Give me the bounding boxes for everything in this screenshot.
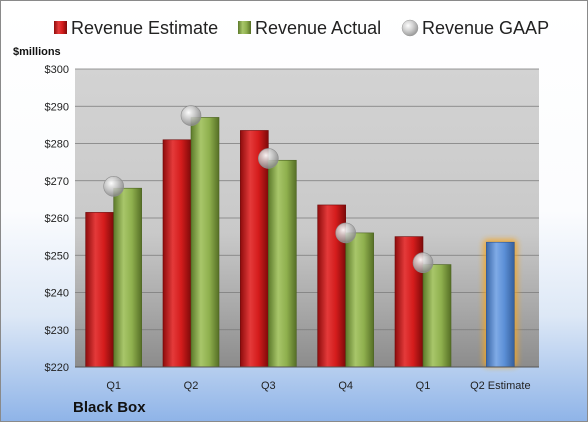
bar-future-estimate[interactable] [486,241,515,368]
x-tick-label: Q2 [184,380,199,392]
y-tick-label: $290 [45,101,69,113]
gaap-markers [103,105,434,274]
bar-estimate[interactable] [394,236,424,368]
legend-item-estimate[interactable]: Revenue Estimate [54,18,218,38]
legend-item-actual[interactable]: Revenue Actual [238,18,381,38]
legend-label-actual: Revenue Actual [255,18,381,38]
gaap-marker[interactable] [412,252,434,274]
gaap-marker[interactable] [180,105,202,126]
y-axis-unit-label: $millions [13,46,61,58]
y-tick-label: $260 [45,213,69,225]
bar-actual[interactable] [422,264,452,368]
y-tick-label: $230 [45,325,69,337]
bar-actual[interactable] [268,159,297,368]
y-tick-label: $250 [45,250,69,262]
bar-actual[interactable] [345,232,374,368]
x-tick-label: Q2 Estimate [470,380,531,392]
y-tick-label: $240 [45,288,69,300]
legend: Revenue Estimate Revenue Actual Revenue … [54,18,549,38]
legend-item-gaap[interactable]: Revenue GAAP [401,18,549,38]
gaap-marker[interactable] [258,148,279,169]
x-axis-ticks: Q1 Q2 Q3 Q4 Q1 Q2 Estimate [106,380,530,392]
bar-actual[interactable] [113,187,142,368]
y-tick-label: $300 [45,64,69,76]
bar-actual[interactable] [190,117,220,368]
y-tick-label: $220 [45,362,69,374]
gaap-marker[interactable] [103,176,124,197]
company-name: Black Box [73,399,146,416]
bar-estimate[interactable] [162,139,192,368]
legend-swatch-gaap [401,19,419,37]
legend-swatch-actual [238,21,251,34]
x-tick-label: Q1 [416,380,431,392]
y-tick-label: $280 [45,139,69,151]
x-tick-label: Q1 [106,380,121,392]
y-tick-label: $270 [45,176,69,188]
gaap-marker[interactable] [335,222,356,244]
x-tick-label: Q4 [338,380,353,392]
legend-label-estimate: Revenue Estimate [71,18,218,38]
bar-estimate[interactable] [85,212,114,368]
legend-swatch-estimate [54,21,67,34]
y-axis-ticks: $220 $230 $240 $250 $260 $270 $280 $290 $300 [45,64,69,374]
x-tick-label: Q3 [261,380,276,392]
legend-label-gaap: Revenue GAAP [422,18,549,38]
bars [85,117,518,368]
